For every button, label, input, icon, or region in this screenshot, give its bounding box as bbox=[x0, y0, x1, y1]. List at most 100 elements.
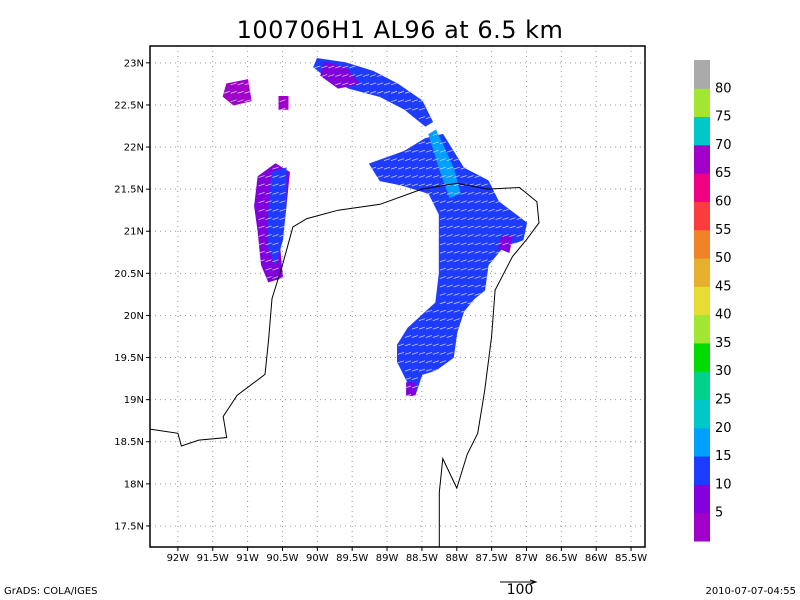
wind-vector bbox=[425, 191, 432, 195]
wind-vector bbox=[481, 183, 488, 187]
wind-vector bbox=[349, 65, 356, 69]
wind-vector bbox=[418, 116, 426, 119]
wind-vector bbox=[439, 208, 446, 212]
wind-vector bbox=[453, 166, 460, 170]
wind-vector bbox=[418, 343, 426, 347]
wind-vector bbox=[460, 309, 467, 313]
wind-vector bbox=[439, 166, 446, 170]
x-tick-label: 87W bbox=[515, 553, 538, 564]
wind-vector bbox=[481, 242, 488, 246]
wind-vector bbox=[411, 385, 419, 389]
wind-vector bbox=[453, 309, 460, 313]
wind-vector bbox=[411, 335, 419, 338]
wind-vector bbox=[425, 175, 432, 178]
x-tick-label: 88W bbox=[445, 553, 468, 564]
x-tick-label: 91.5W bbox=[197, 553, 229, 564]
wind-vector bbox=[272, 276, 279, 279]
wind-vector bbox=[474, 200, 481, 204]
wind-vector bbox=[383, 166, 391, 170]
wind-vector bbox=[488, 200, 495, 204]
wind-vector bbox=[460, 259, 467, 263]
wind-vector bbox=[369, 90, 377, 94]
wind-vector bbox=[369, 74, 377, 77]
wind-vector bbox=[404, 158, 412, 162]
wind-vector bbox=[397, 343, 405, 347]
y-tick-label: 18N bbox=[124, 479, 144, 490]
wind-vector bbox=[439, 267, 446, 271]
wind-vector bbox=[502, 217, 509, 220]
wind-vector bbox=[495, 217, 502, 220]
wind-vector bbox=[495, 208, 502, 212]
wind-vector bbox=[425, 166, 432, 170]
wind-vector bbox=[411, 99, 419, 103]
wind-vector bbox=[488, 250, 495, 254]
wind-vector bbox=[272, 208, 279, 212]
y-tick-label: 23N bbox=[124, 58, 144, 69]
wind-vector bbox=[432, 351, 439, 355]
colorbar-swatch bbox=[694, 427, 710, 457]
colorbar-label: 75 bbox=[715, 110, 732, 125]
wind-vector bbox=[467, 276, 474, 279]
wind-vector bbox=[258, 242, 265, 246]
wind-vector bbox=[481, 225, 488, 229]
wind-vector bbox=[418, 99, 426, 103]
wind-vector bbox=[404, 360, 412, 364]
wind-vector bbox=[432, 166, 439, 170]
wind-vector bbox=[425, 309, 432, 313]
wind-vector bbox=[446, 351, 453, 355]
chart-title: 100706H1 AL96 at 6.5 km bbox=[236, 16, 564, 44]
y-tick-label: 19.5N bbox=[114, 353, 144, 364]
wind-vector bbox=[467, 242, 474, 246]
y-tick-label: 22.5N bbox=[114, 100, 144, 111]
wind-vector bbox=[258, 208, 265, 212]
wind-vector bbox=[495, 225, 502, 229]
wind-vector bbox=[244, 82, 251, 86]
y-tick-label: 21.5N bbox=[114, 185, 144, 196]
wind-vector bbox=[335, 65, 342, 69]
wind-vector bbox=[279, 191, 286, 195]
wind-vector bbox=[411, 360, 419, 364]
wind-vector bbox=[460, 208, 467, 212]
wind-vector bbox=[349, 82, 356, 86]
wind-vector bbox=[328, 65, 335, 69]
wind-vector bbox=[453, 259, 460, 263]
colorbar-label: 20 bbox=[715, 421, 732, 436]
wind-vector bbox=[265, 267, 272, 271]
wind-vector bbox=[474, 250, 481, 254]
wind-vector bbox=[432, 200, 439, 204]
x-tick-label: 85.5W bbox=[615, 553, 647, 564]
wind-vector bbox=[481, 276, 488, 279]
wind-vector bbox=[279, 225, 286, 229]
wind-vector bbox=[467, 175, 474, 178]
wind-vector bbox=[272, 183, 279, 187]
wind-vector bbox=[237, 82, 244, 86]
wind-vector bbox=[453, 326, 460, 330]
wind-vector bbox=[453, 191, 460, 195]
colorbar-label: 15 bbox=[715, 449, 732, 464]
wind-vector bbox=[474, 217, 481, 220]
wind-vector bbox=[446, 284, 453, 288]
wind-vector bbox=[411, 107, 419, 111]
wind-vector bbox=[425, 141, 432, 145]
wind-vector bbox=[439, 250, 446, 254]
wind-vector bbox=[418, 107, 426, 111]
wind-vector bbox=[425, 326, 432, 330]
wind-vector bbox=[404, 183, 412, 187]
wind-vector bbox=[272, 250, 279, 254]
wind-vector bbox=[404, 385, 412, 389]
wind-vector bbox=[272, 234, 279, 237]
wind-vector bbox=[460, 234, 467, 237]
y-tick-label: 19N bbox=[124, 395, 144, 406]
wind-vector bbox=[439, 141, 446, 145]
wind-vector bbox=[411, 158, 419, 162]
wind-vector bbox=[425, 318, 432, 322]
colorbar-swatch bbox=[694, 60, 710, 89]
wind-vector bbox=[397, 158, 405, 162]
y-tick-label: 18.5N bbox=[114, 437, 144, 448]
wind-vector bbox=[446, 309, 453, 313]
wind-vector bbox=[265, 191, 272, 195]
colorbar-label: 65 bbox=[715, 166, 732, 181]
wind-vector bbox=[439, 234, 446, 237]
wind-vector bbox=[509, 234, 516, 237]
colorbar-label: 30 bbox=[715, 364, 732, 379]
